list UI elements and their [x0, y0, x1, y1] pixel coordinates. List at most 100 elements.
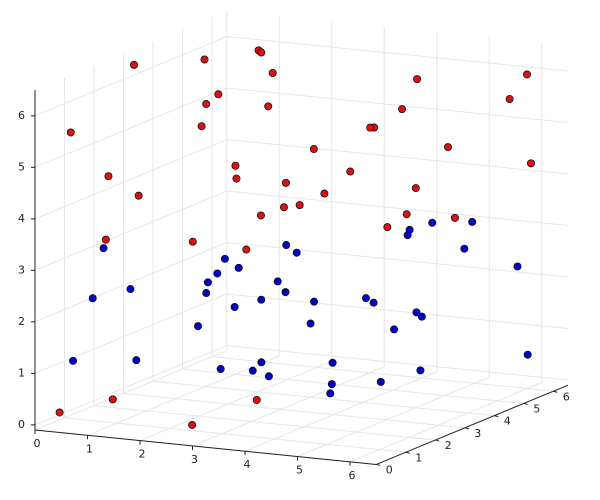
- point: [295, 201, 304, 210]
- point: [369, 298, 378, 307]
- grid-line: [34, 139, 227, 220]
- point: [279, 203, 288, 212]
- point: [242, 245, 251, 254]
- grid-line: [34, 293, 227, 374]
- x-tick-label: 5: [296, 464, 303, 477]
- point: [326, 389, 335, 398]
- grid-line: [152, 380, 495, 417]
- point: [193, 322, 202, 331]
- y-tick: [494, 415, 499, 418]
- grid-line: [34, 87, 227, 168]
- y-tick-label: 3: [474, 427, 481, 440]
- z-tick-label: 4: [18, 212, 25, 225]
- point: [202, 99, 211, 108]
- y-tick-label: 6: [563, 390, 570, 403]
- grid-line: [226, 242, 569, 278]
- point: [327, 380, 336, 389]
- point: [513, 262, 522, 271]
- x-tick-label: 6: [349, 469, 356, 482]
- point: [505, 95, 514, 104]
- point: [413, 75, 422, 84]
- point: [197, 122, 206, 131]
- point: [390, 325, 399, 334]
- point: [402, 210, 411, 219]
- point: [398, 105, 407, 114]
- y-tick-label: 4: [504, 415, 511, 428]
- point: [405, 225, 414, 234]
- y-axis: [376, 384, 569, 465]
- point: [361, 294, 370, 303]
- point: [411, 184, 420, 193]
- point: [257, 48, 266, 57]
- point: [264, 102, 273, 111]
- x-tick-label: 0: [34, 437, 41, 450]
- x-tick-label: 1: [86, 442, 93, 455]
- point: [203, 278, 212, 287]
- point: [428, 218, 437, 227]
- point: [99, 244, 108, 253]
- point: [104, 172, 113, 181]
- y-tick-label: 0: [386, 463, 393, 476]
- z-tick-label: 1: [18, 366, 25, 379]
- point: [69, 356, 78, 365]
- x-tick-label: 2: [139, 448, 146, 461]
- z-tick-label: 2: [18, 315, 25, 328]
- point: [281, 288, 290, 297]
- point: [234, 263, 243, 272]
- point: [248, 366, 257, 375]
- grid-line: [226, 293, 569, 329]
- y-tick: [464, 427, 469, 430]
- point: [306, 319, 315, 328]
- point: [232, 174, 241, 183]
- point: [55, 408, 64, 417]
- grid-line: [211, 356, 554, 392]
- point: [101, 235, 110, 244]
- point: [132, 356, 141, 365]
- point: [412, 308, 421, 317]
- grid-line: [34, 36, 227, 117]
- point: [264, 372, 273, 381]
- point: [346, 167, 355, 176]
- grid-line: [226, 36, 569, 72]
- point: [366, 123, 375, 132]
- point: [66, 128, 75, 137]
- grid-line: [226, 190, 569, 226]
- grid-line: [123, 392, 465, 429]
- point: [309, 145, 318, 154]
- grid-line: [93, 405, 436, 441]
- z-tick-label: 3: [18, 263, 25, 276]
- point: [88, 294, 97, 303]
- grid-line: [87, 355, 280, 436]
- point: [213, 269, 222, 278]
- point: [443, 143, 452, 152]
- y-tick: [435, 439, 440, 442]
- grid-line: [349, 382, 542, 463]
- point: [328, 358, 337, 367]
- point: [188, 237, 197, 246]
- point: [273, 277, 282, 286]
- point: [460, 244, 469, 253]
- point: [202, 289, 211, 298]
- point: [134, 191, 143, 200]
- grid-line: [34, 350, 227, 431]
- point: [416, 366, 425, 375]
- grid-line: [34, 190, 227, 271]
- grid-line: [226, 87, 569, 123]
- grid-line: [34, 242, 227, 323]
- grid-line: [34, 345, 227, 426]
- point: [257, 295, 266, 304]
- grid-line: [226, 139, 569, 175]
- point: [281, 178, 290, 187]
- point: [450, 213, 459, 222]
- y-tick: [523, 402, 528, 405]
- point: [220, 254, 229, 263]
- point: [417, 312, 426, 321]
- y-tick-label: 5: [533, 402, 540, 415]
- x-tick-label: 4: [244, 458, 251, 471]
- point: [216, 364, 225, 373]
- z-tick-label: 6: [18, 109, 25, 122]
- y-tick: [553, 390, 558, 393]
- point: [468, 217, 477, 226]
- grid-line: [244, 371, 437, 452]
